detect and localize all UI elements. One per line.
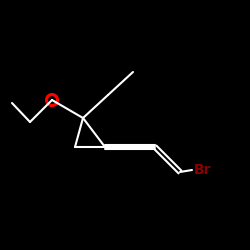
Text: Br: Br <box>194 163 212 177</box>
